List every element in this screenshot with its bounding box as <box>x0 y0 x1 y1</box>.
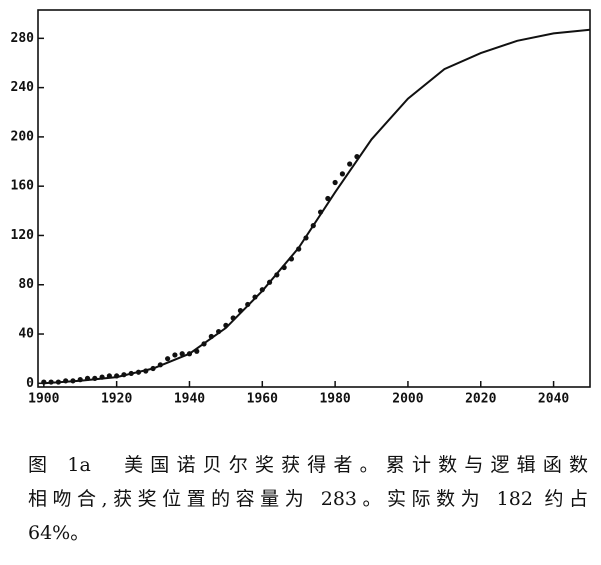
y-tick-label: 0 <box>26 376 34 391</box>
y-tick-label: 80 <box>18 277 34 292</box>
x-tick-label: 1920 <box>101 392 132 407</box>
y-tick-label: 280 <box>11 31 35 46</box>
x-tick-label: 1940 <box>174 392 205 407</box>
data-point <box>339 171 346 177</box>
data-point <box>165 356 171 362</box>
caption-line: 相吻合,获奖位置的容量为 283。实际数为 182 约占 <box>28 488 588 510</box>
data-point <box>332 179 338 186</box>
chart: 0 40 80 120 160 200 240 280 1900 1920 1940 1960 1980… <box>11 9 591 407</box>
logistic-curve <box>43 28 591 385</box>
y-tick-label: 200 <box>11 129 35 144</box>
x-tick-label: 1900 <box>28 392 59 407</box>
x-tick-label: 2040 <box>538 392 569 407</box>
caption-line: 图 1a 美国诺贝尔奖获得者。累计数与逻辑函数 <box>28 454 588 476</box>
data-point <box>179 351 185 357</box>
x-tick-label: 1980 <box>319 392 350 407</box>
x-tick-label: 2020 <box>465 392 496 407</box>
x-tick-label: 2000 <box>392 392 423 407</box>
y-tick-label: 240 <box>11 80 35 95</box>
y-tick-label: 120 <box>11 228 35 243</box>
caption: 图 1a 美国诺贝尔奖获得者。累计数与逻辑函数 相吻合,获奖位置的容量为 283。… <box>28 448 588 550</box>
x-tick-label: 1960 <box>247 392 278 407</box>
plot-frame <box>37 9 591 388</box>
caption-line: 64%。 <box>28 522 90 544</box>
y-tick-label: 40 <box>18 327 34 342</box>
y-tick-label: 160 <box>11 179 35 194</box>
data-point <box>347 161 353 167</box>
data-point <box>172 352 178 358</box>
